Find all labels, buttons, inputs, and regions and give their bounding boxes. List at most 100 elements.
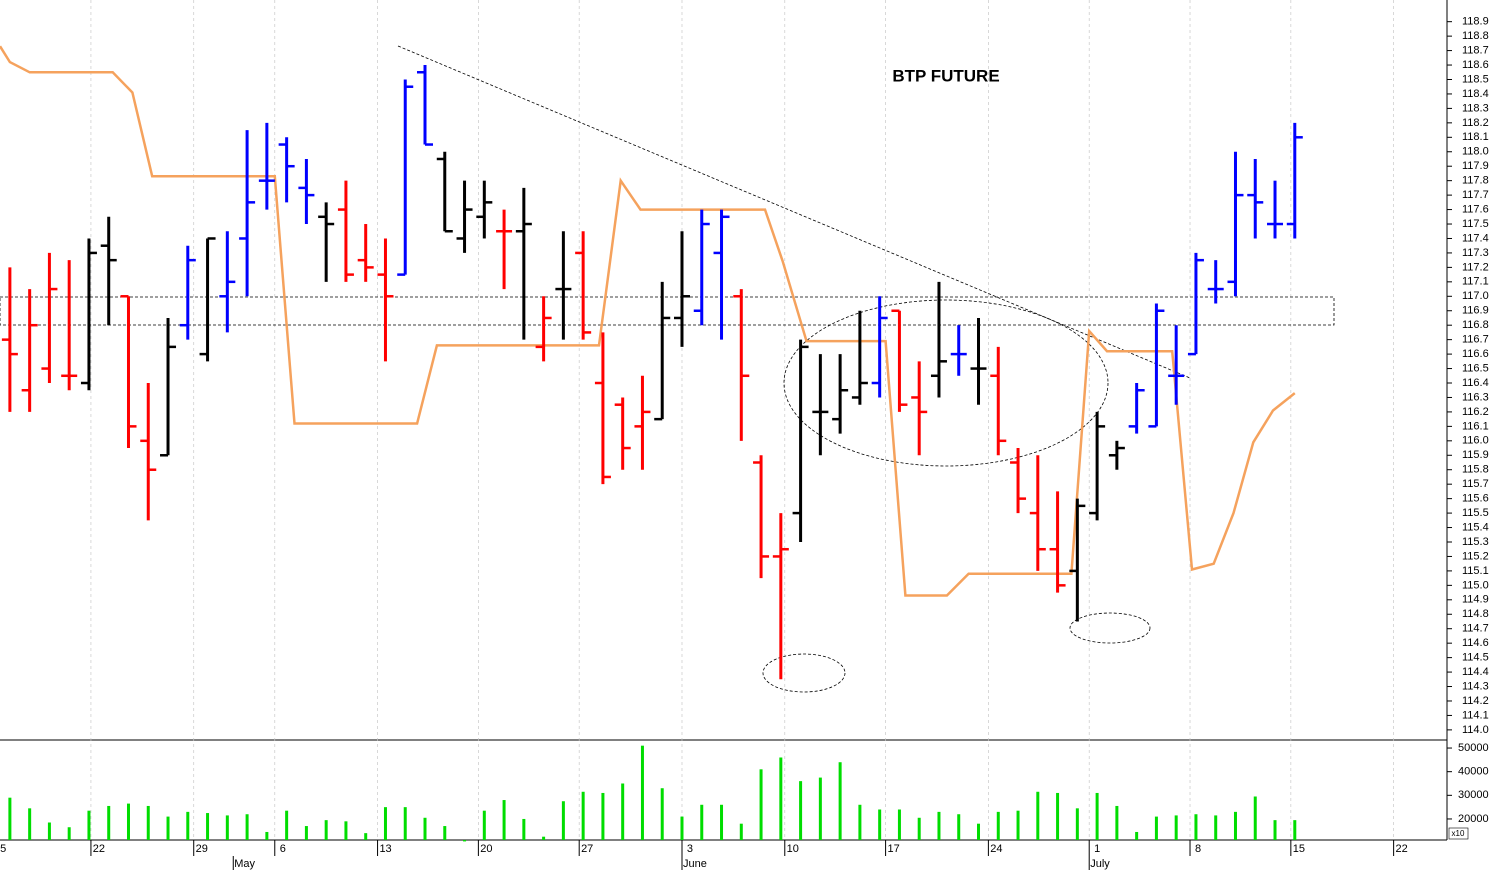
x-tick-label: 13 [379,843,391,855]
x-tick-label: 10 [787,843,799,855]
y-tick-label: 118.2 [1462,117,1489,129]
y-tick-label: 118.3 [1462,102,1489,114]
volume-bar [1253,796,1257,840]
volume-bar [561,801,565,840]
y-tick-label: 117.2 [1462,261,1489,273]
y-tick-label: 118.9 [1462,16,1489,28]
volume-bar [799,781,803,840]
y-tick-label: 114.1 [1462,709,1489,721]
y-tick-label: 118.0 [1462,146,1489,158]
volume-bar [957,814,961,840]
x-tick-label: 27 [581,843,593,855]
volume-bar [47,822,51,840]
volume-bar [937,811,941,840]
y-tick-label: 117.4 [1462,232,1489,244]
unit-box [1448,827,1469,840]
x-tick-label: 24 [990,843,1002,855]
y-tick-label: 118.4 [1462,88,1489,100]
volume-bar [878,809,882,840]
volume-bar [700,804,704,840]
volume-bar [443,826,447,840]
volume-bar [304,826,308,840]
volume-bar [324,820,328,840]
volume-bar [1154,816,1158,840]
volume-bar [1293,820,1297,840]
volume-bar [344,821,348,840]
volume-bar [67,827,71,840]
volume-bar [463,840,467,842]
y-tick-label: 115.0 [1462,579,1489,591]
volume-bar [977,823,981,840]
volume-bar [403,807,407,840]
y-tick-label: 117.1 [1462,276,1489,288]
volume-bar [245,814,249,840]
y-tick-label: 114.6 [1462,637,1489,649]
volume-bar [146,805,150,840]
y-tick-label: 117.9 [1462,160,1489,172]
low-ellipse [762,653,846,693]
y-tick-label: 115.8 [1462,464,1489,476]
volume-bar [225,815,229,840]
y-tick-label: 40000 [1458,766,1489,778]
y-tick-label: 118.8 [1462,30,1489,42]
volume-bar [482,810,486,840]
y-tick-label: 117.0 [1462,290,1489,302]
y-tick-label: 114.0 [1462,724,1489,736]
volume-bar [107,805,111,840]
y-tick-label: 118.5 [1462,73,1489,85]
y-tick-label: 114.5 [1462,652,1489,664]
volume-unit-label: x10 [1452,829,1465,838]
grid [90,0,1394,840]
month-label: June [683,858,707,870]
volume-bar [502,800,506,840]
x-tick-label: 22 [93,843,105,855]
y-tick-label: 114.7 [1462,623,1489,635]
y-tick-label: 117.6 [1462,203,1489,215]
y-tick-label: 115.6 [1462,493,1489,505]
volume-bar [186,811,190,840]
volume-bar [660,788,664,840]
y-tick-label: 117.5 [1462,218,1489,230]
y-tick-label: 116.7 [1462,334,1489,346]
x-tick-label: 15 [0,843,6,855]
y-tick-label: 20000 [1458,813,1489,825]
low-ellipse [1069,612,1151,644]
x-tick-label: 20 [480,843,492,855]
y-tick-label: 116.3 [1462,391,1489,403]
y-tick-label: 117.7 [1462,189,1489,201]
y-tick-label: 116.6 [1462,348,1489,360]
y-tick-label: 118.1 [1462,131,1489,143]
y-tick-label: 116.9 [1462,305,1489,317]
volume-bar [1194,814,1198,840]
volume-bar [818,777,822,840]
volume-bar [1233,811,1237,840]
y-tick-label: 116.5 [1462,362,1489,374]
volume-bar [1174,815,1178,840]
volume-bar [206,813,210,840]
volume-bar [1075,808,1079,840]
volume-bar [1036,791,1040,840]
volume-bar [8,797,12,840]
month-label: July [1090,858,1110,870]
y-tick-label: 114.8 [1462,608,1489,620]
volume-bar [522,818,526,840]
y-tick-label: 50000 [1458,742,1489,754]
volume-bar [1056,792,1060,840]
x-tick-label: 1 [1094,843,1100,855]
x-tick-label: 15 [1293,843,1305,855]
y-tick-label: 115.5 [1462,507,1489,519]
y-tick-label: 115.9 [1462,449,1489,461]
volume-bar [126,803,130,840]
y-tick-label: 116.2 [1462,406,1489,418]
trendline [397,45,1191,379]
y-tick-label: 115.4 [1462,521,1489,533]
volume-bar [1115,805,1119,840]
y-tick-label: 115.2 [1462,550,1489,562]
y-tick-label: 115.1 [1462,565,1489,577]
y-tick-label: 114.4 [1462,666,1489,678]
volume-bar [621,783,625,840]
chart-title: BTP FUTURE [892,66,999,85]
y-tick-label: 115.7 [1462,478,1489,490]
